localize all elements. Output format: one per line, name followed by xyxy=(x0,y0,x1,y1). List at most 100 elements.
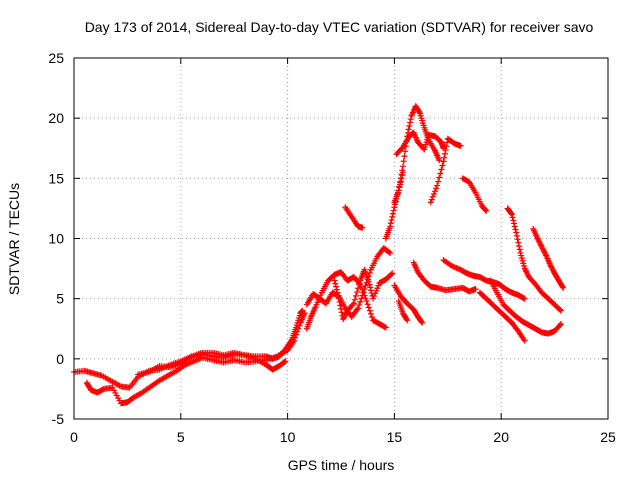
data-point xyxy=(396,184,403,191)
data-point xyxy=(520,262,527,269)
data-point xyxy=(401,153,408,160)
series-arc-low-3 xyxy=(135,307,306,378)
data-point xyxy=(392,201,399,208)
data-point xyxy=(365,278,372,285)
data-point xyxy=(437,170,444,177)
data-point xyxy=(333,286,340,293)
data-point xyxy=(407,119,414,126)
data-point xyxy=(366,307,373,314)
data-point xyxy=(521,337,528,344)
data-point xyxy=(518,252,525,259)
data-point xyxy=(418,318,425,325)
data-point xyxy=(511,220,518,227)
data-point xyxy=(508,210,515,217)
data-point xyxy=(519,257,526,264)
data-point xyxy=(512,226,519,233)
data-point xyxy=(374,285,381,292)
data-point xyxy=(398,175,405,182)
data-point xyxy=(399,163,406,170)
data-point xyxy=(560,284,567,291)
data-point xyxy=(518,255,525,262)
y-tick-label: 5 xyxy=(56,291,64,307)
data-point xyxy=(516,246,523,253)
series-arc-rise-3 xyxy=(382,169,406,242)
data-point xyxy=(430,190,437,197)
series-arc-fall-1 xyxy=(476,289,528,344)
data-point xyxy=(513,229,520,236)
data-point xyxy=(405,126,412,133)
data-point xyxy=(360,289,367,296)
data-point xyxy=(335,292,342,299)
data-point xyxy=(350,300,357,307)
data-point xyxy=(517,249,524,256)
axes: 0 5 10 15 20 25 -5 0 5 10 15 20 25 xyxy=(48,50,616,445)
data-point xyxy=(366,269,373,276)
data-point xyxy=(361,286,368,293)
data-point xyxy=(407,116,414,123)
data-point xyxy=(443,143,450,150)
data-point xyxy=(367,310,374,317)
data-point xyxy=(371,293,378,300)
data-point xyxy=(365,304,372,311)
data-point xyxy=(520,295,527,302)
data-point xyxy=(282,358,289,365)
data-point xyxy=(359,292,366,299)
series-arc-mid-1 xyxy=(303,269,389,332)
data-point xyxy=(351,296,358,303)
series-arc-low-2 xyxy=(83,310,308,407)
series-arc-fall-4 xyxy=(530,225,567,291)
data-point xyxy=(382,324,389,331)
data-point xyxy=(393,195,400,202)
data-point xyxy=(521,295,528,302)
data-point xyxy=(511,223,518,230)
data-point xyxy=(331,277,338,284)
data-point xyxy=(354,289,361,296)
data-point xyxy=(515,239,522,246)
data-point xyxy=(472,286,479,293)
data-point xyxy=(558,307,565,314)
data-point xyxy=(390,207,397,214)
data-point xyxy=(439,162,446,169)
data-point xyxy=(516,243,522,250)
data-point xyxy=(394,190,401,197)
data-point xyxy=(367,287,374,294)
data-point xyxy=(508,211,515,218)
series-arc-mid-7 xyxy=(395,298,411,324)
data-point xyxy=(556,306,563,313)
data-point xyxy=(387,249,394,256)
series-arc-mid-3 xyxy=(331,266,396,323)
data-marks xyxy=(71,103,567,407)
data-point xyxy=(398,145,405,152)
data-point xyxy=(338,305,344,312)
x-axis-title: GPS time / hours xyxy=(288,457,395,473)
data-point xyxy=(387,220,394,227)
data-point xyxy=(559,283,566,290)
data-point xyxy=(367,284,374,291)
data-point xyxy=(392,198,399,205)
data-point xyxy=(436,157,443,164)
data-point xyxy=(372,290,379,297)
y-axis-title: SDTVAR / TECUs xyxy=(6,183,22,295)
data-point xyxy=(334,289,341,296)
series-arc-mid-6 xyxy=(391,282,426,326)
data-point xyxy=(441,154,448,161)
data-point xyxy=(337,302,344,309)
data-point xyxy=(395,187,402,194)
series-arc-fall-3 xyxy=(504,205,565,314)
data-point xyxy=(433,185,440,192)
x-tick-label: 10 xyxy=(280,429,296,445)
data-point xyxy=(386,249,393,256)
data-point xyxy=(399,169,406,176)
data-point xyxy=(363,298,370,305)
data-point xyxy=(370,295,377,302)
y-tick-label: 20 xyxy=(48,110,64,126)
data-point xyxy=(428,196,435,203)
data-point xyxy=(399,172,406,179)
grid xyxy=(74,58,608,419)
data-point xyxy=(357,298,364,305)
data-point xyxy=(388,271,395,278)
x-tick-label: 5 xyxy=(177,429,185,445)
data-point xyxy=(441,150,448,157)
series-arc-fall-2 xyxy=(487,277,565,337)
